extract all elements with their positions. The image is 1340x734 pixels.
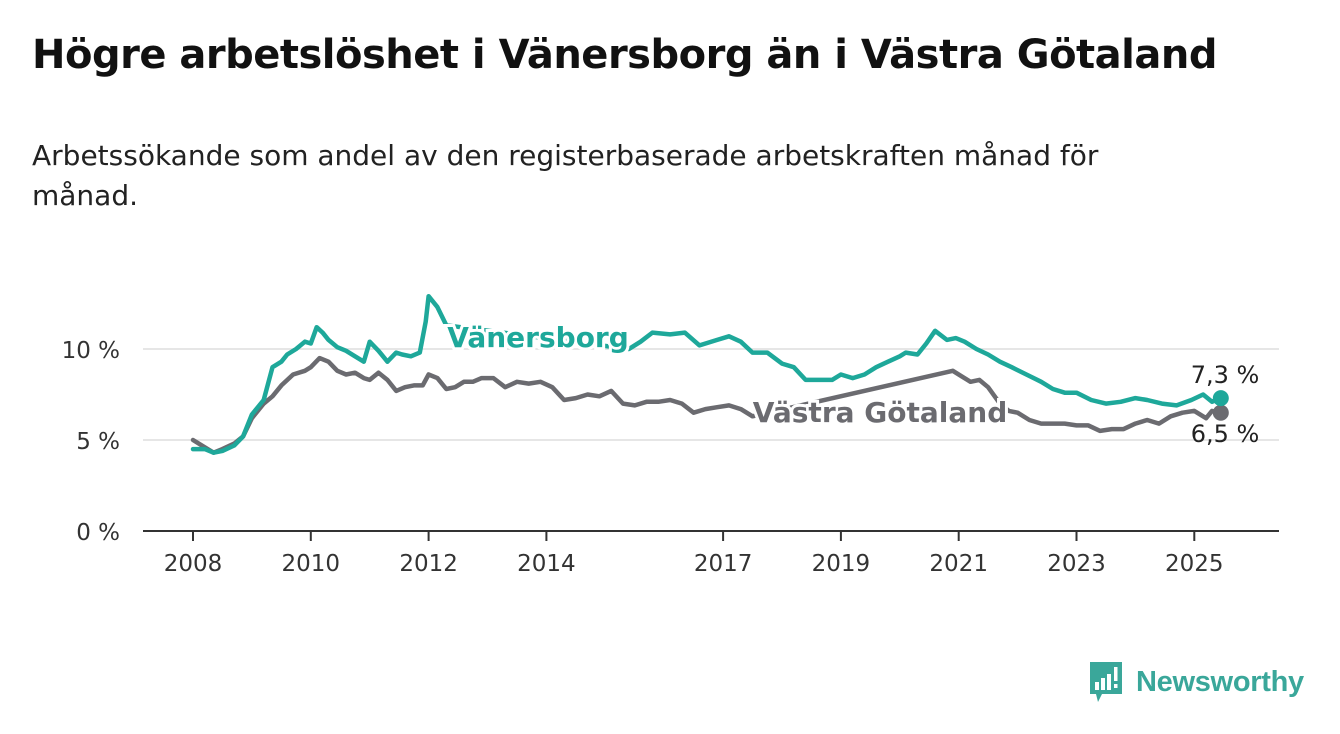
x-tick-label: 2010 [282, 551, 341, 577]
series-label-vastra-gotaland: Västra Götaland [753, 396, 1008, 429]
chart-subtitle: Arbetssökande som andel av den registerb… [32, 139, 1099, 212]
newsworthy-logo: Newsworthy [1088, 660, 1304, 704]
x-tick-label: 2021 [929, 551, 988, 577]
y-tick-label: 10 % [62, 338, 120, 364]
y-tick-label: 0 % [76, 520, 120, 546]
x-tick-label: 2017 [694, 551, 753, 577]
x-tick-label: 2025 [1165, 551, 1224, 577]
x-tick-label: 2008 [164, 551, 223, 577]
y-tick-label: 5 % [76, 429, 120, 455]
series-line-vastra-gotaland [190, 355, 1224, 455]
series-label-vanersborg: Vänersborg [447, 321, 629, 354]
end-point-vanersborg [1212, 390, 1229, 407]
chart-title: Högre arbetslöshet i Vänersborg än i Väs… [32, 32, 1217, 78]
bar-chart-exclamation-icon [1090, 662, 1122, 702]
x-tick-label: 2014 [517, 551, 576, 577]
series-line-vanersborg [190, 293, 1224, 455]
end-point-vastra-gotaland [1212, 404, 1229, 421]
brand-name: Newsworthy [1136, 665, 1304, 698]
x-tick-label: 2023 [1047, 551, 1106, 577]
end-value-label-vastra-gotaland: 6,5 % [1191, 420, 1260, 448]
x-tick-label: 2012 [399, 551, 458, 577]
end-value-label-vanersborg: 7,3 % [1191, 361, 1260, 389]
x-tick-label: 2019 [812, 551, 871, 577]
